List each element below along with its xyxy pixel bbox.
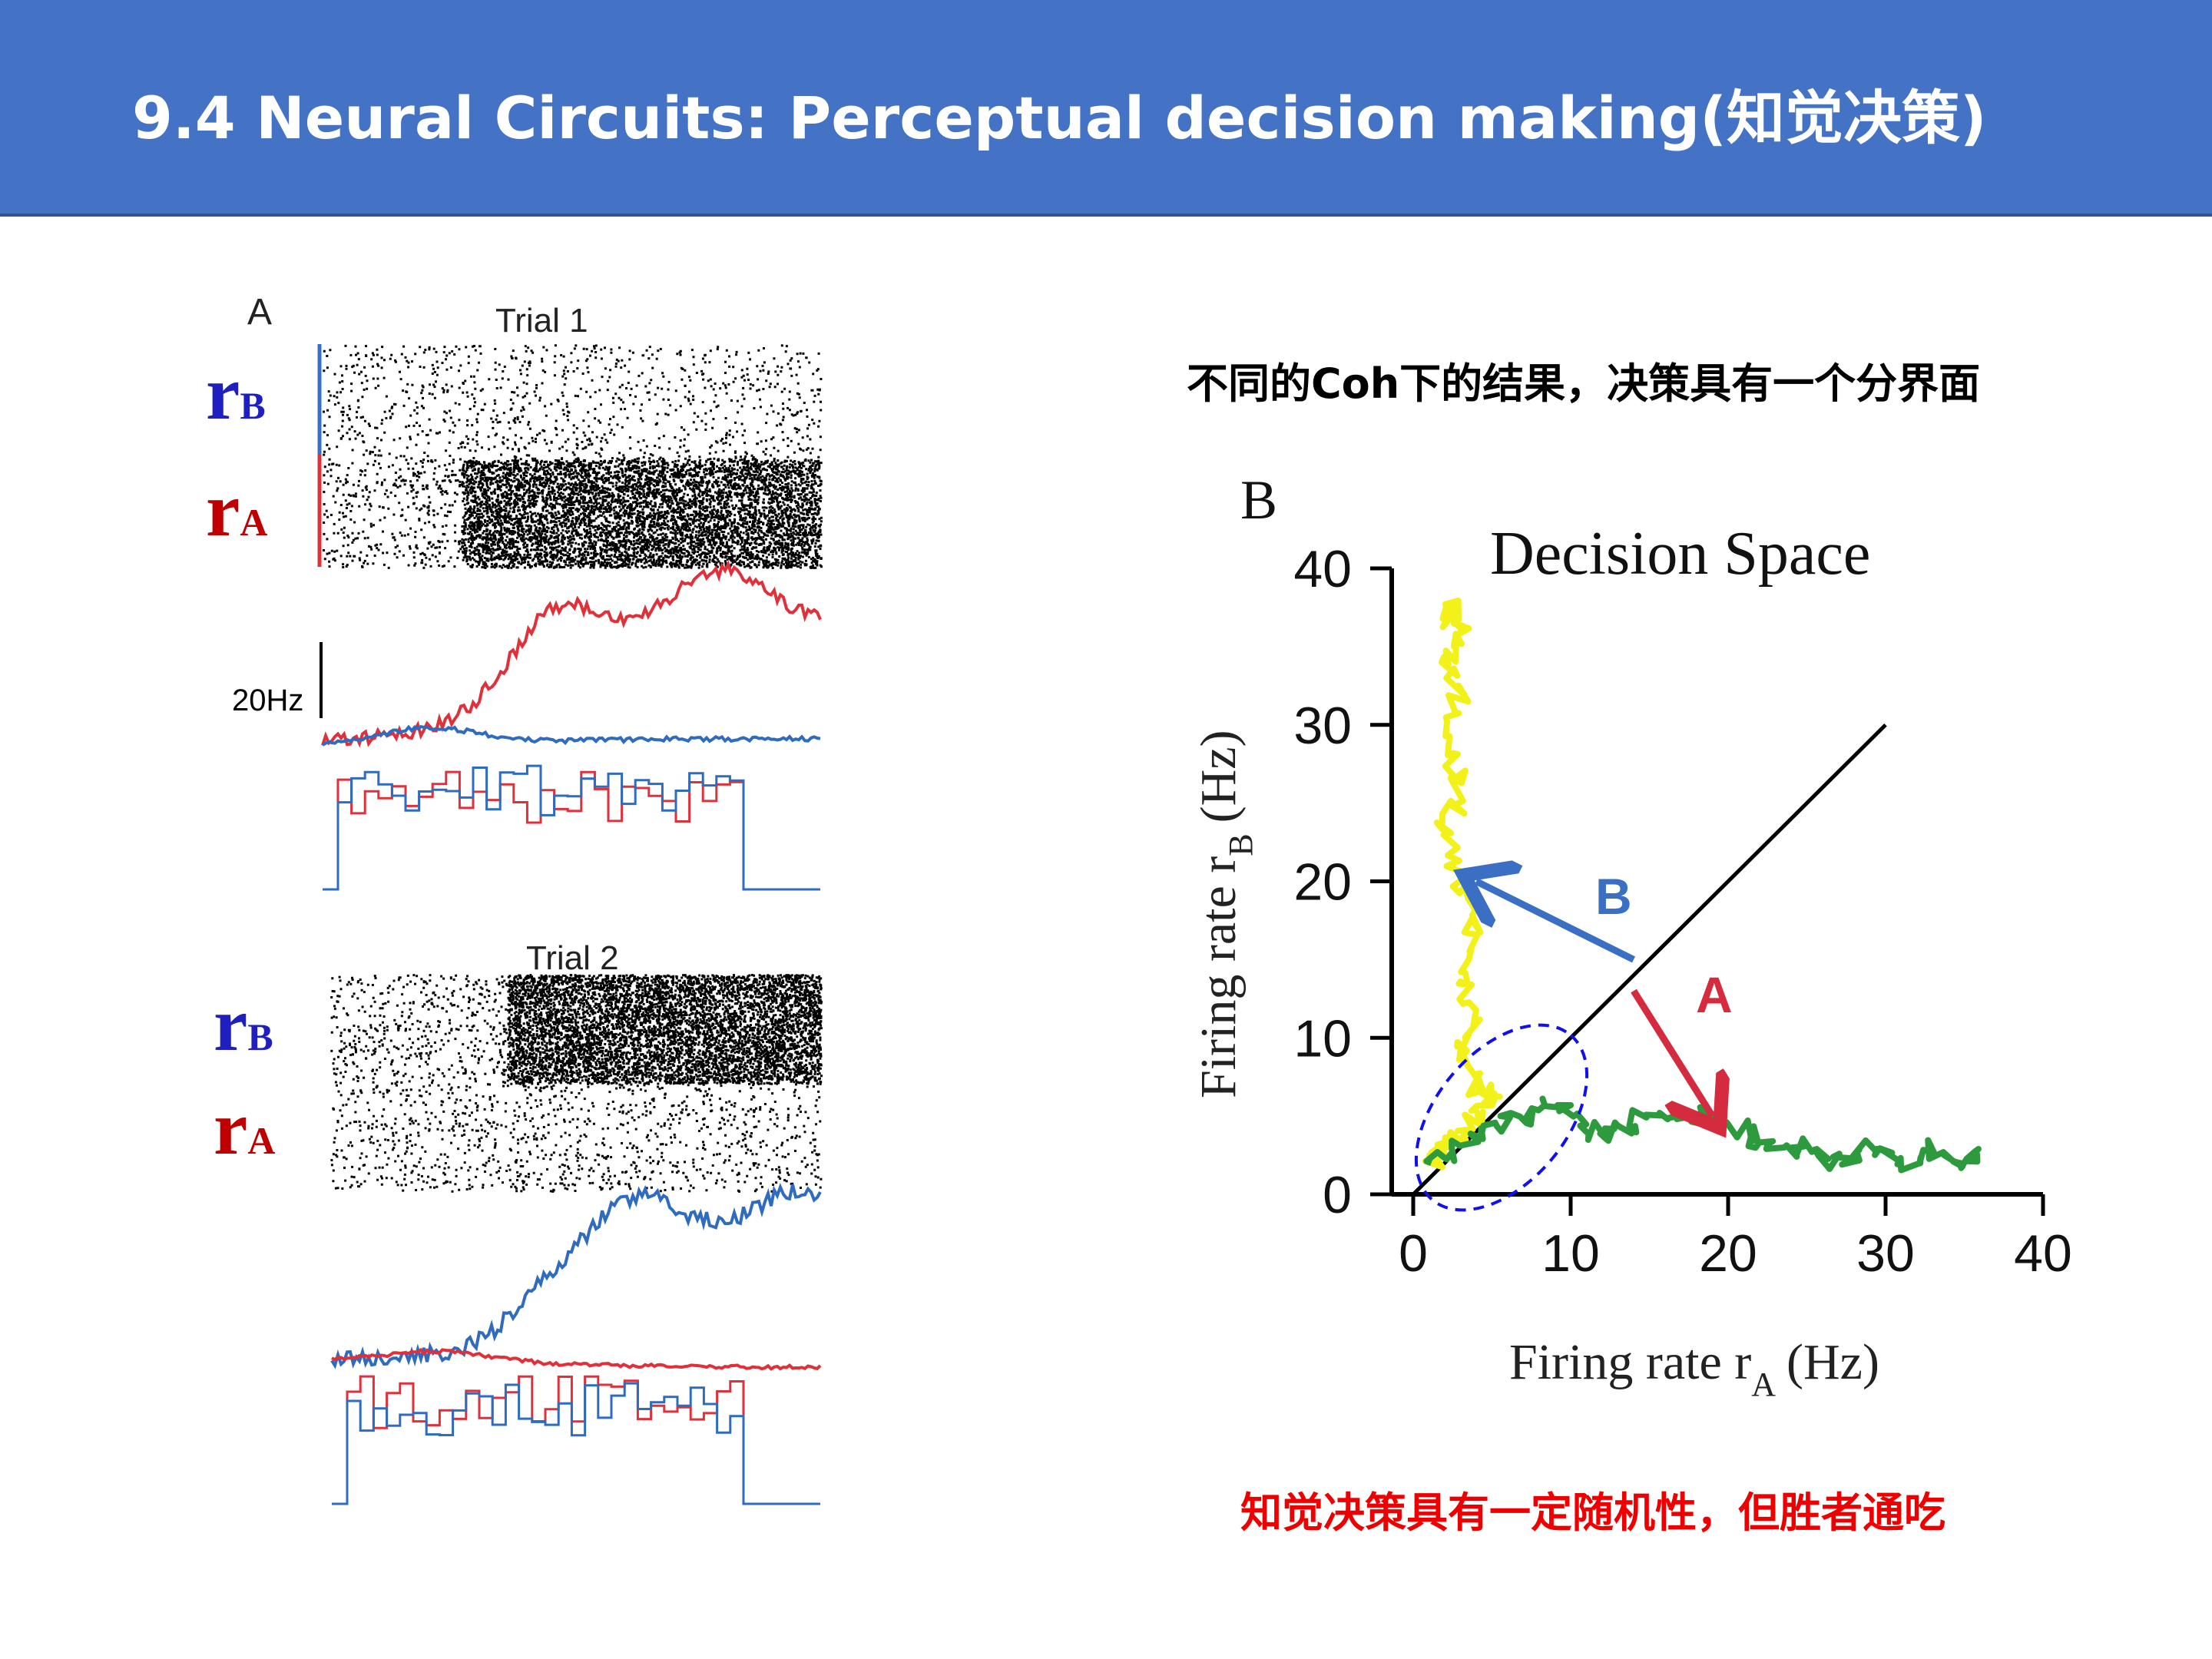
x-tick-label: 30 <box>1856 1224 1915 1283</box>
spike-dots <box>461 459 823 569</box>
spike-dots <box>507 974 823 1085</box>
trial2-input-red <box>332 1375 820 1505</box>
x-tick-label: 20 <box>1699 1224 1757 1283</box>
y-tick-label: 20 <box>1293 853 1352 912</box>
trial2-input-blue <box>332 1382 820 1505</box>
trajectory-a-green <box>1423 1095 1982 1174</box>
spike-dots <box>323 344 823 569</box>
arrow-b-label: B <box>1595 868 1632 925</box>
chart-title: Decision Space <box>1490 520 1870 588</box>
trial2-rate-blue <box>330 1182 822 1369</box>
x-tick-label: 0 <box>1399 1224 1428 1283</box>
raster-trial2 <box>330 974 823 1193</box>
axis-ticks: 0 10 20 30 40 0 10 20 30 40 <box>1293 540 2071 1283</box>
initial-region-ellipse <box>1414 1023 1589 1212</box>
trial1-input-blue <box>323 764 820 891</box>
y-tick-label: 0 <box>1323 1166 1352 1224</box>
x-axis-label: Firing rate rA (Hz) <box>1509 1334 1879 1403</box>
y-tick-label: 10 <box>1293 1009 1352 1068</box>
trial1-rate-red <box>321 560 822 748</box>
arrow-a-label: A <box>1696 966 1733 1023</box>
raster-trial1 <box>323 344 823 569</box>
arrow-to-b <box>1476 882 1636 963</box>
rb-label-trial1: rB <box>206 350 266 435</box>
arrow-to-a <box>1631 988 1713 1116</box>
diagonal-line <box>1412 723 1887 1196</box>
rb-label-trial2: rB <box>214 982 273 1067</box>
x-tick-label: 40 <box>2014 1224 2072 1283</box>
panel-a-letter: A <box>247 292 272 333</box>
trial2-label: Trial 2 <box>526 939 619 977</box>
y-axis-label: Firing rate rB(Hz) <box>1190 730 1260 1098</box>
scale-label: 20Hz <box>232 684 303 717</box>
panel-b-letter: B <box>1240 469 1277 531</box>
trial2-rate-red <box>331 1347 822 1371</box>
title-bar: 9.4 Neural Circuits: Perceptual decision… <box>0 0 2212 217</box>
y-tick-label: 40 <box>1293 540 1352 598</box>
y-tick-label: 30 <box>1293 697 1352 755</box>
x-tick-label: 10 <box>1541 1224 1600 1283</box>
caption-top: 不同的Coh下的结果，决策具有一个分界面 <box>1187 359 1981 408</box>
trial1-rate-blue <box>321 724 821 747</box>
caption-bottom: 知觉决策具有一定随机性，但胜者通吃 <box>1240 1488 1945 1537</box>
trial1-label: Trial 1 <box>495 302 588 339</box>
slide-title: 9.4 Neural Circuits: Perceptual decision… <box>132 84 1987 152</box>
ra-label-trial1: rA <box>206 467 268 552</box>
ra-label-trial2: rA <box>214 1085 276 1171</box>
